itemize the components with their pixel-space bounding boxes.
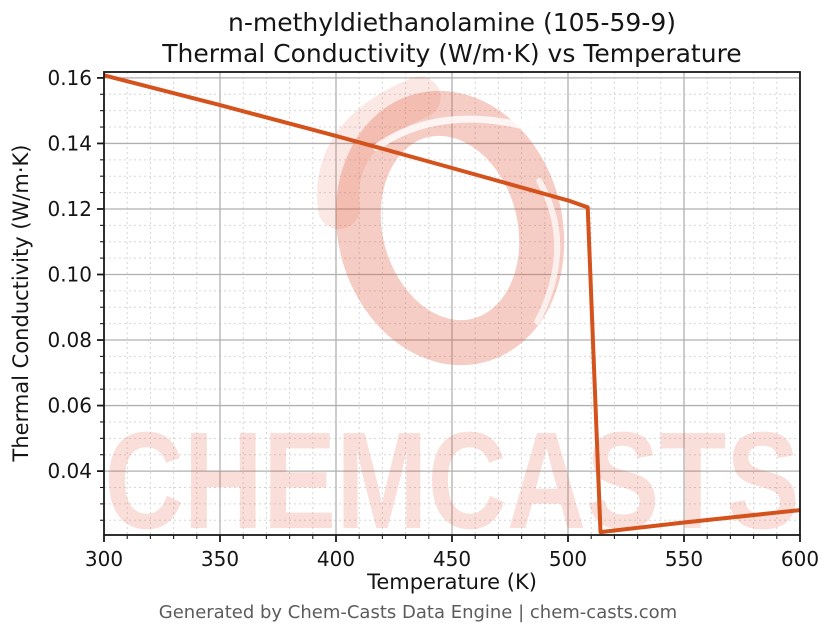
watermark: CHEMCASTS: [105, 76, 800, 558]
x-axis-label: Temperature (K): [367, 570, 537, 594]
x-tick-label: 400: [317, 547, 355, 571]
brush-ring-logo-icon: [317, 76, 565, 366]
y-axis-label: Thermal Conductivity (W/m·K): [9, 144, 33, 462]
chart-title-line2: Thermal Conductivity (W/m·K) vs Temperat…: [162, 38, 742, 68]
x-tick-label: 350: [201, 547, 239, 571]
x-tick-label: 500: [549, 547, 587, 571]
chart-title: n-methyldiethanolamine (105-59-9) Therma…: [104, 8, 800, 69]
x-tick-label: 450: [433, 547, 471, 571]
data-line-thermal-conductivity: [104, 73, 800, 535]
grid-major: [104, 72, 800, 535]
y-tick-label: 0.12: [47, 197, 92, 221]
y-tick-label: 0.14: [47, 131, 92, 155]
axis-ticks: 300 350 400 450 500 550 600 0.04 0.06 0.08 0.10 0.1…: [47, 66, 819, 571]
y-tick-label: 0.08: [47, 328, 92, 352]
y-tick-label: 0.04: [47, 459, 92, 483]
y-tick-label: 0.06: [47, 394, 92, 418]
x-tick-label: 550: [665, 547, 703, 571]
footer-credit: Generated by Chem-Casts Data Engine | ch…: [158, 602, 678, 623]
y-tick-label: 0.16: [47, 66, 92, 90]
x-tick-label: 600: [781, 547, 819, 571]
y-tick-label: 0.10: [47, 263, 92, 287]
watermark-text: CHEMCASTS: [105, 404, 800, 558]
chart-title-line1: n-methyldiethanolamine (105-59-9): [227, 8, 676, 37]
x-tick-label: 300: [85, 547, 123, 571]
